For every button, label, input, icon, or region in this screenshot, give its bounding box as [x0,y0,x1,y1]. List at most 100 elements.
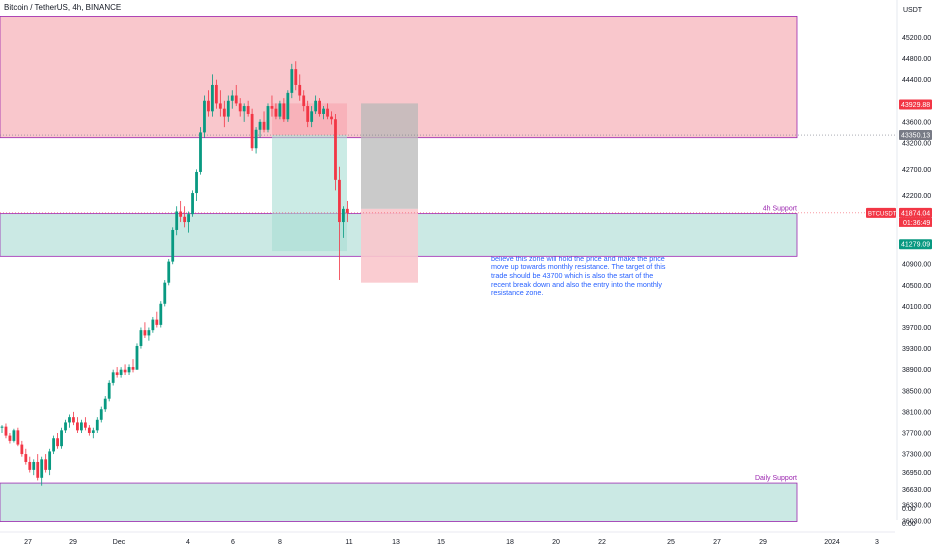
candle-body[interactable] [159,303,163,325]
candle-body[interactable] [250,113,254,149]
candle-body[interactable] [16,430,20,445]
candle-body[interactable] [179,211,183,217]
candle-body[interactable] [302,95,306,107]
candle-body[interactable] [131,367,135,370]
candle-body[interactable] [167,261,171,283]
candle-body[interactable] [294,69,298,85]
candle-body[interactable] [40,459,44,478]
candle-body[interactable] [44,459,48,470]
candle-body[interactable] [214,84,218,104]
candle-body[interactable] [151,319,155,331]
candle-body[interactable] [68,417,71,423]
candle-body[interactable] [171,229,175,262]
candle-body[interactable] [282,103,286,120]
x-tick-label: 29 [69,539,77,546]
candle-body[interactable] [183,216,187,223]
candle-body[interactable] [36,461,40,478]
candle-body[interactable] [32,461,36,470]
x-tick-label: 18 [506,539,514,546]
candle-body[interactable] [218,103,222,109]
candle-body[interactable] [211,84,214,112]
price-axis[interactable] [897,0,932,550]
candle-body[interactable] [28,461,32,470]
candle-body[interactable] [119,369,123,375]
candle-body[interactable] [103,398,107,410]
candle-body[interactable] [187,214,190,223]
candle-body[interactable] [139,330,143,346]
candle-body[interactable] [48,451,52,470]
candle-body[interactable] [326,108,329,117]
candle-body[interactable] [234,95,238,104]
candle-body[interactable] [76,422,79,431]
candle-body[interactable] [99,409,103,420]
candle-body[interactable] [64,422,67,431]
candle-body[interactable] [242,106,246,112]
candle-body[interactable] [290,69,294,93]
candle-body[interactable] [95,419,99,431]
candle-body[interactable] [135,345,139,370]
candle-body[interactable] [262,121,266,130]
candle-body[interactable] [0,426,4,428]
candle-body[interactable] [143,330,147,336]
candle-body[interactable] [111,372,115,383]
candle-body[interactable] [342,208,345,223]
candle-body[interactable] [298,84,302,96]
candle-body[interactable] [83,422,87,428]
candle-body[interactable] [56,438,59,447]
candle-body[interactable] [91,430,95,433]
candle-body[interactable] [195,171,198,194]
candle-body[interactable] [207,100,210,112]
candle-body[interactable] [123,369,127,373]
candle-body[interactable] [230,95,234,101]
candle-body[interactable] [238,103,242,112]
candle-body[interactable] [12,430,16,441]
candle-body[interactable] [258,121,262,130]
grey-price-tag-text: 43350.13 [901,133,930,140]
candle-body[interactable] [127,367,131,373]
candle-body[interactable] [24,454,28,462]
candle-body[interactable] [330,116,333,120]
candle-body[interactable] [345,208,349,213]
candle-body[interactable] [254,129,258,149]
candle-body[interactable] [274,108,278,117]
candle-body[interactable] [246,106,250,114]
candle-body[interactable] [203,100,206,133]
candle-body[interactable] [338,179,341,223]
candle-body[interactable] [80,422,83,431]
candle-body[interactable] [147,330,151,336]
y-tick-label: 40900.00 [902,262,931,269]
candle-body[interactable] [266,106,270,130]
candle-body[interactable] [20,444,24,455]
candle-body[interactable] [163,282,167,304]
x-tick-label: 4 [186,539,190,546]
candle-body[interactable] [199,132,202,172]
candle-body[interactable] [175,211,179,230]
candle-body[interactable] [60,430,63,447]
candle-body[interactable] [4,426,8,436]
candle-body[interactable] [286,92,290,120]
candle-body[interactable] [191,193,194,215]
candle-body[interactable] [314,100,318,112]
candle-body[interactable] [334,119,337,180]
candle-body[interactable] [72,417,75,423]
entry-top-tag [899,99,932,110]
candle-body[interactable] [222,108,226,117]
candle-body[interactable] [52,438,56,452]
candle-body[interactable] [226,100,230,117]
candle-body[interactable] [306,106,310,122]
daily-support-zone [0,482,798,522]
candle-body[interactable] [318,100,321,114]
candles-layer[interactable] [0,61,349,486]
candle-body[interactable] [155,319,159,325]
x-tick-label: 3 [875,539,879,546]
candle-body[interactable] [115,372,119,375]
candle-body[interactable] [87,427,91,433]
candle-body[interactable] [322,108,325,114]
candle-body[interactable] [278,103,282,117]
candle-body[interactable] [8,435,12,441]
candle-body[interactable] [310,111,314,122]
candle-body[interactable] [270,106,274,109]
candle-body[interactable] [107,382,111,399]
